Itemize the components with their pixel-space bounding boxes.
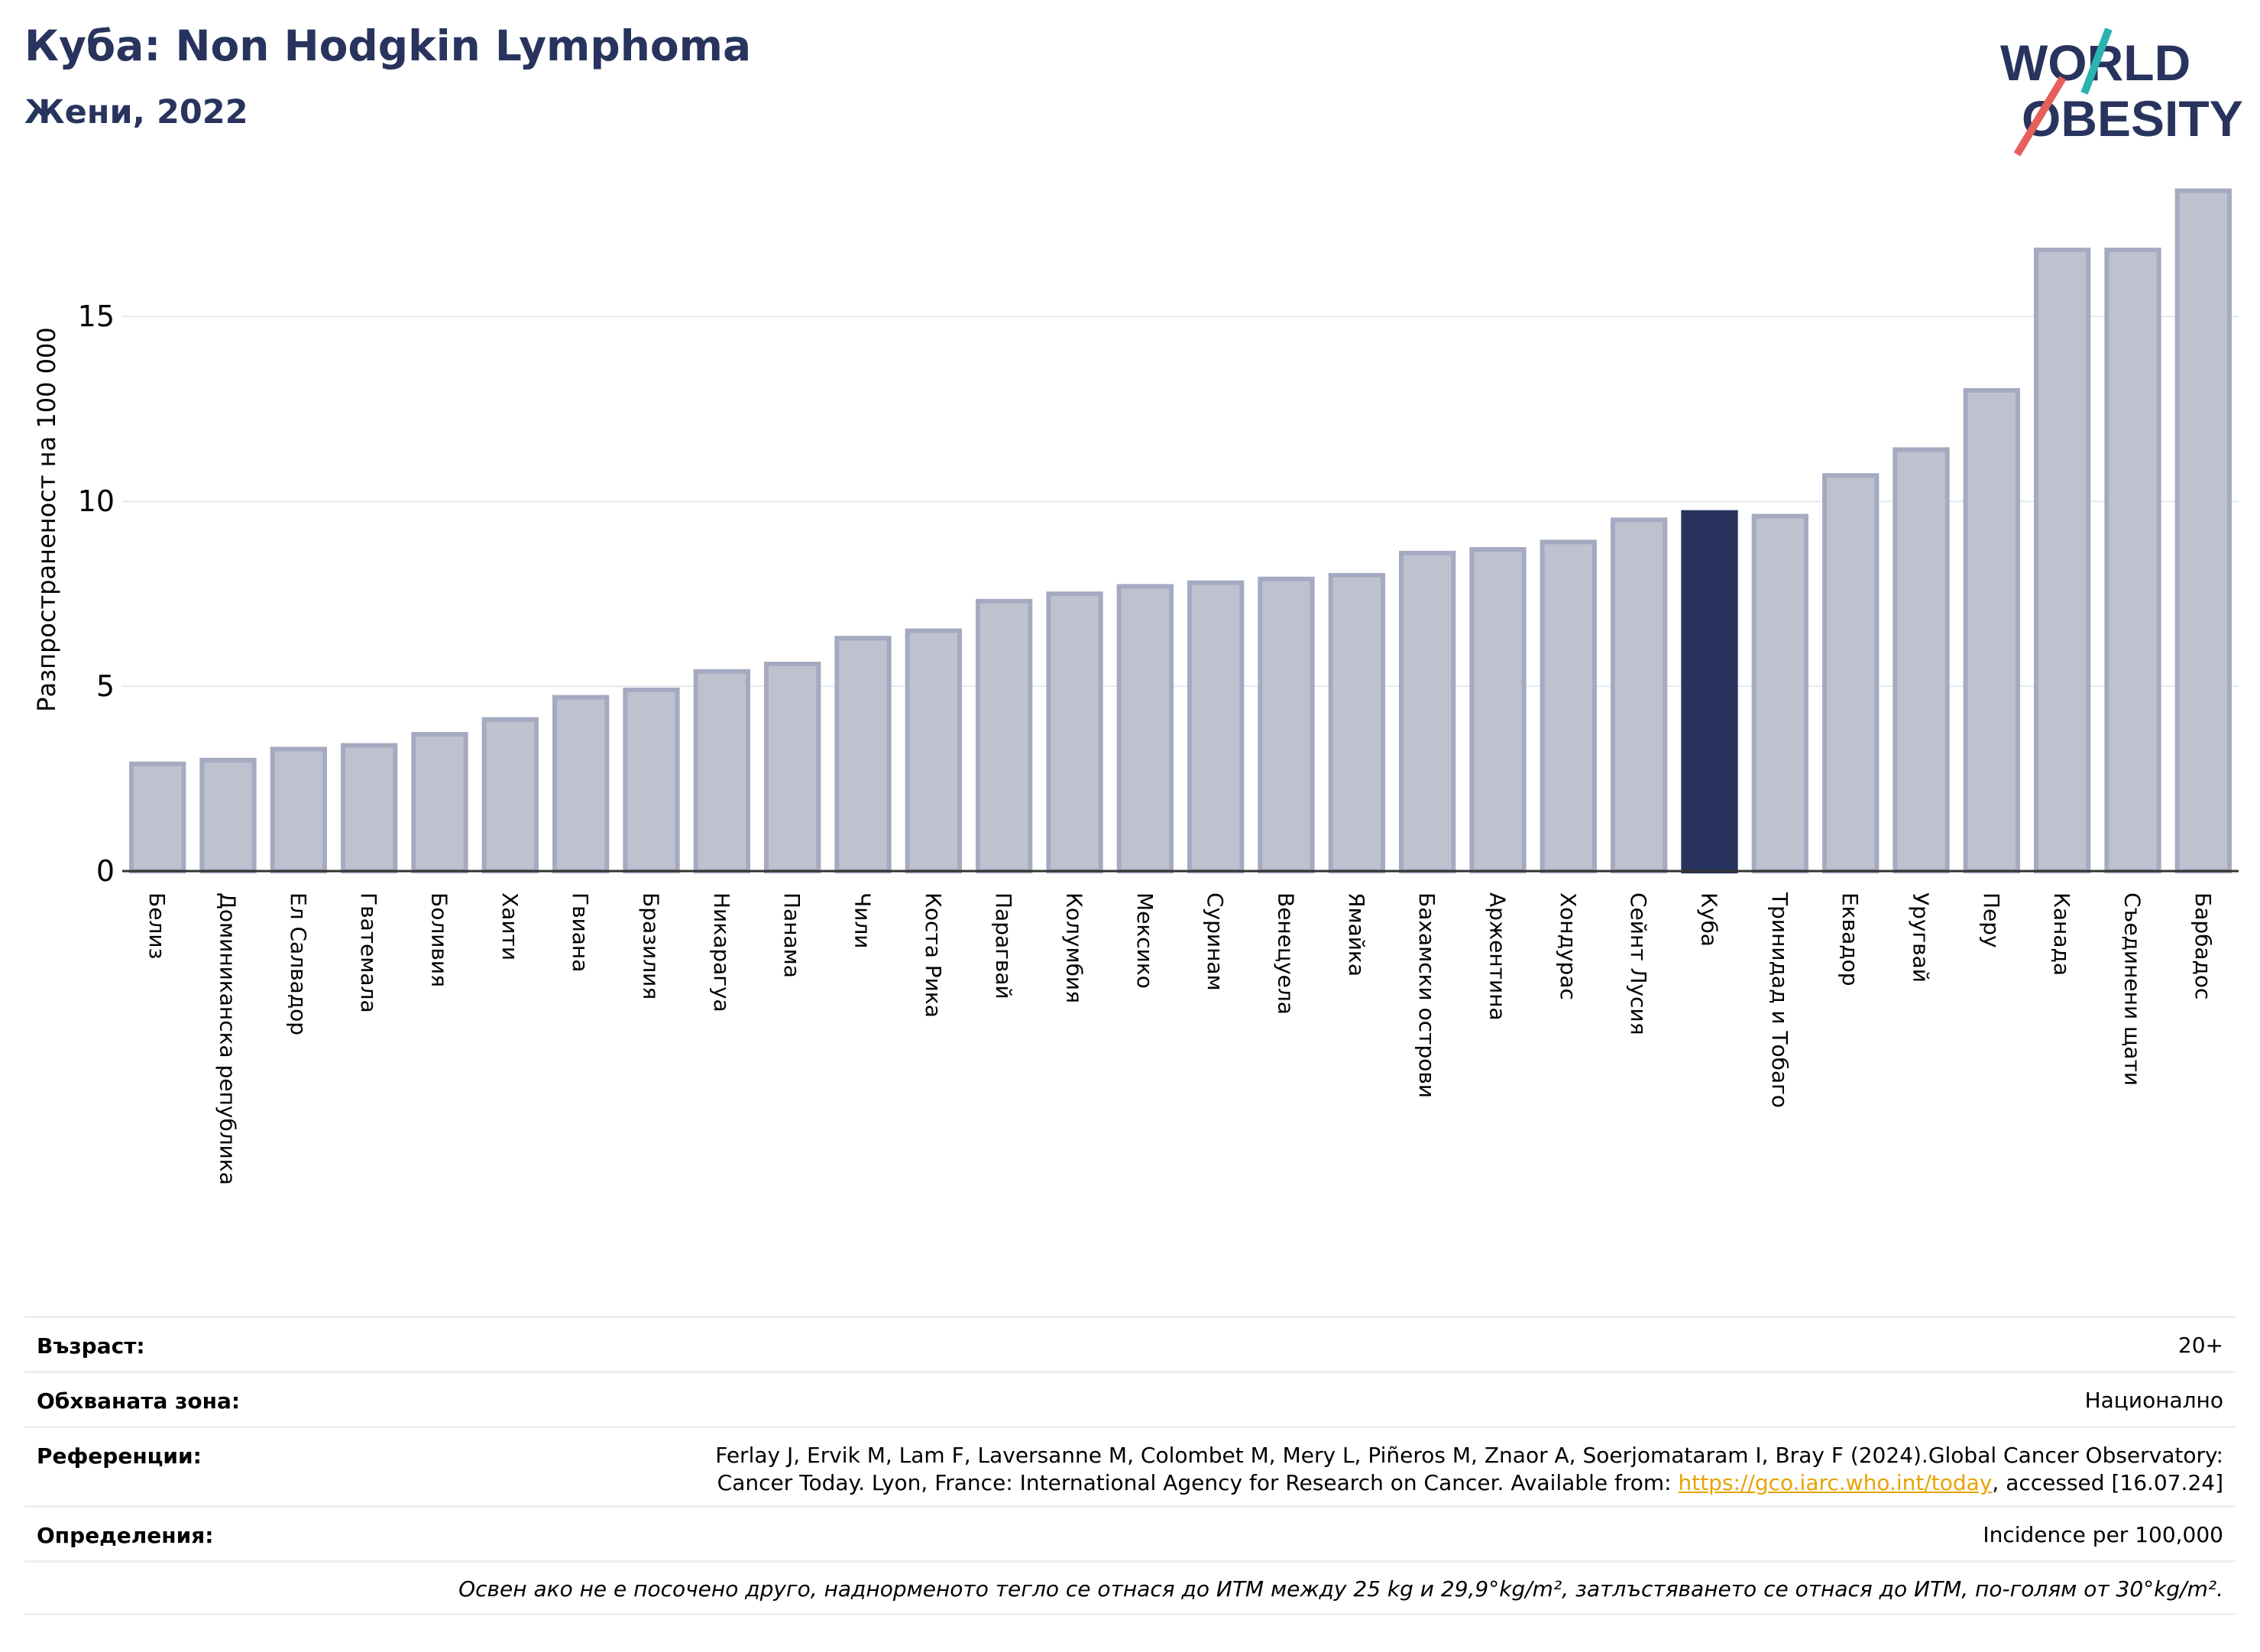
x-tick-label: Колумбия (1062, 892, 1087, 1003)
x-tick-label: Суринам (1203, 892, 1228, 991)
x-tick-label: Ямайка (1344, 892, 1369, 977)
bar (2034, 248, 2091, 873)
x-tick-label: Никарагуа (709, 892, 734, 1012)
references-text: Cancer Today. Lyon, France: Internationa… (717, 1470, 1679, 1495)
x-tick-label: Хаити (497, 892, 523, 960)
x-tick-label: Съединени щати (2120, 892, 2145, 1086)
bars (129, 188, 2232, 874)
meta-row-area: Обхваната зона: Национално (24, 1371, 2236, 1426)
x-tick-label: Хондурас (1556, 892, 1581, 1000)
bar (411, 731, 468, 873)
logo-slash-teal (2080, 28, 2113, 95)
x-tick-label: Мексико (1132, 892, 1158, 989)
bar (1116, 584, 1174, 874)
x-tick-label: Барбадос (2190, 892, 2216, 999)
bar (764, 662, 821, 874)
x-tick-label: Бразилия (639, 892, 664, 999)
references-link[interactable]: https://gco.iarc.who.int/today (1678, 1470, 1993, 1495)
grid-lines (122, 316, 2239, 688)
x-tick-label: Белиз (144, 892, 170, 959)
bar (834, 636, 892, 874)
references-label: Референции: (37, 1443, 202, 1469)
y-tick-label: 10 (78, 484, 115, 518)
x-tick-label: Уругвай (1909, 892, 1934, 983)
x-tick-label: Гвиана (568, 892, 593, 972)
logo-obesity-text: OBESITY (2022, 90, 2243, 147)
bar (1751, 513, 1808, 874)
bar (1046, 591, 1103, 874)
x-tick-label: Чили (850, 892, 876, 949)
x-tick-label: Сейнт Лусия (1626, 892, 1651, 1035)
x-tick-label: Тринидад и Тобаго (1767, 892, 1792, 1108)
bar (1822, 473, 1880, 873)
bar (1328, 572, 1385, 873)
bar (1399, 550, 1456, 873)
bar (341, 743, 398, 874)
bar (270, 747, 327, 873)
references-value: Ferlay J, Ervik M, Lam F, Laversanne M, … (715, 1442, 2223, 1497)
references-line-2: Cancer Today. Lyon, France: Internationa… (715, 1469, 2223, 1497)
meta-row-definitions: Определения: Incidence per 100,000 (24, 1505, 2236, 1560)
meta-row-age: Възраст: 20+ (24, 1316, 2236, 1371)
y-tick-label: 15 (78, 300, 115, 333)
x-tick-label: Боливия (427, 892, 452, 987)
area-value: Национално (2084, 1388, 2223, 1413)
bar (1611, 517, 1668, 873)
bar (976, 598, 1033, 873)
x-tick-label: Доминиканска република (215, 892, 241, 1185)
x-tick-label: Еквадор (1837, 892, 1863, 986)
bar (2174, 188, 2232, 873)
x-tick-label: Панама (779, 892, 805, 978)
chart-title: Куба: Non Hodgkin Lymphoma (24, 21, 752, 70)
x-tick-label: Гватемала (356, 892, 381, 1013)
y-tick-label: 5 (96, 669, 115, 703)
y-tick-label: 0 (96, 854, 115, 888)
bar (1258, 576, 1315, 873)
bar (2104, 248, 2161, 873)
bar (481, 717, 539, 874)
footnote: Освен ако не е посочено друго, наднормен… (458, 1576, 2223, 1602)
x-tick-label: Канада (2049, 892, 2074, 976)
x-tick-label: Ел Салвадор (286, 892, 311, 1035)
x-tick-label: Бахамски острови (1414, 892, 1439, 1098)
x-tick-label: Парагвай (991, 892, 1016, 999)
x-tick-label: Аржентина (1485, 892, 1510, 1021)
meta-row-note: Освен ако не е посочено друго, наднормен… (24, 1560, 2236, 1615)
world-obesity-logo: WORLD OBESITY (2000, 28, 2243, 157)
bar (1540, 539, 1597, 874)
x-tick-label: Куба (1697, 892, 1722, 947)
bar (199, 757, 257, 873)
y-axis-label: Разпространеност на 100 000 (32, 327, 61, 711)
x-tick-label: Венецуела (1274, 892, 1299, 1015)
x-tick-label: Перу (1979, 892, 2004, 948)
meta-row-references: Референции: Ferlay J, Ervik M, Lam F, La… (24, 1426, 2236, 1505)
x-tick-label: Коста Рика (921, 892, 946, 1018)
definitions-value: Incidence per 100,000 (1983, 1522, 2223, 1547)
bar (1893, 447, 1950, 873)
bar (1681, 510, 1738, 873)
y-tick-labels: 0 5 10 15 (78, 300, 115, 888)
references-accessed: , accessed [16.07.24] (1992, 1470, 2223, 1495)
definitions-label: Определения: (37, 1523, 214, 1548)
chart-subtitle: Жени, 2022 (24, 93, 248, 131)
x-tick-labels: Белиз Доминиканска република Ел Салвадор Гв… (144, 892, 2216, 1185)
area-label: Обхваната зона: (37, 1388, 241, 1414)
bar (693, 669, 750, 873)
age-label: Възраст: (37, 1333, 145, 1359)
bar-chart: 0 5 10 15 Белиз Доминиканска република Ел Сал… (32, 188, 2239, 1185)
bar (1187, 580, 1245, 873)
bar (1963, 387, 2020, 874)
bar (623, 687, 680, 873)
bar (1469, 547, 1527, 874)
bar (129, 761, 186, 874)
bar (552, 695, 610, 873)
logo-slash-red (2013, 76, 2067, 157)
references-line-1: Ferlay J, Ervik M, Lam F, Laversanne M, … (715, 1443, 2223, 1468)
bar (905, 628, 962, 874)
age-value: 20+ (2177, 1333, 2223, 1358)
